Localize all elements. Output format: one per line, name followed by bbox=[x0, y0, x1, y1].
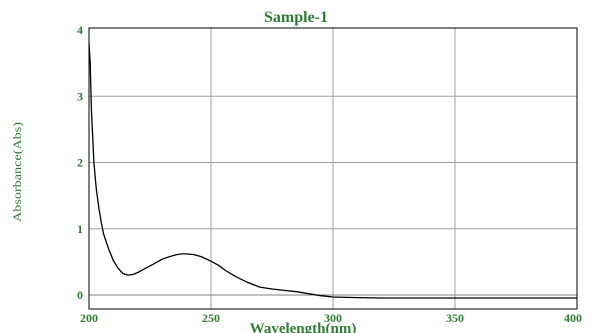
x-tick-label-400: 400 bbox=[564, 311, 582, 325]
x-axis-label: Wavelength(nm) bbox=[250, 321, 357, 333]
series-line bbox=[88, 43, 577, 299]
y-tick-label-1: 1 bbox=[77, 222, 83, 236]
x-tick-label-250: 250 bbox=[202, 311, 220, 325]
y-tick-label-0: 0 bbox=[77, 288, 83, 302]
y-axis-label: Absorbance(Abs) bbox=[10, 122, 24, 222]
x-tick-label-300: 300 bbox=[324, 311, 342, 325]
y-tick-label-2: 2 bbox=[77, 156, 83, 170]
chart-title: Sample-1 bbox=[264, 9, 328, 26]
x-tick-label-350: 350 bbox=[446, 311, 464, 325]
y-tick-label-4: 4 bbox=[77, 23, 83, 37]
y-tick-label-3: 3 bbox=[77, 89, 83, 103]
x-tick-label-200: 200 bbox=[80, 311, 98, 325]
plot-frame bbox=[88, 27, 578, 310]
